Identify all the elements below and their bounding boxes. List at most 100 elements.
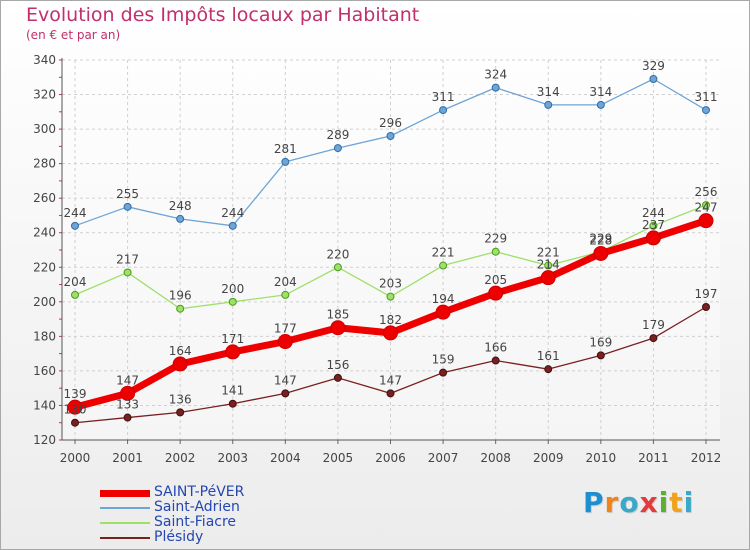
data-point xyxy=(593,245,609,261)
data-label: 289 xyxy=(326,128,349,142)
data-label: 196 xyxy=(169,289,192,303)
data-label: 214 xyxy=(537,258,560,272)
legend-swatch xyxy=(100,537,150,539)
x-tick-label: 2000 xyxy=(60,451,91,465)
data-label: 147 xyxy=(379,373,402,387)
data-label: 244 xyxy=(64,206,87,220)
y-tick-label: 280 xyxy=(33,157,56,171)
data-label: 204 xyxy=(64,275,87,289)
chart-subtitle: (en € et par an) xyxy=(26,28,121,42)
y-tick-label: 200 xyxy=(33,295,56,309)
data-point xyxy=(491,356,500,365)
x-tick-label: 2002 xyxy=(165,451,196,465)
legend-swatch xyxy=(100,507,150,509)
data-point xyxy=(596,100,605,109)
data-label: 311 xyxy=(695,90,718,104)
x-tick-label: 2008 xyxy=(480,451,511,465)
data-point xyxy=(277,334,293,350)
data-label: 141 xyxy=(221,384,244,398)
data-point xyxy=(702,201,710,210)
data-label: 182 xyxy=(379,313,402,327)
data-label: 130 xyxy=(64,403,87,417)
data-point xyxy=(540,270,556,286)
data-point xyxy=(123,202,132,211)
data-label: 147 xyxy=(274,373,297,387)
data-label: 281 xyxy=(274,142,297,156)
data-point xyxy=(544,261,553,270)
x-tick-label: 2012 xyxy=(691,451,722,465)
data-point xyxy=(386,292,395,301)
data-point xyxy=(281,290,290,299)
data-label: 329 xyxy=(642,59,665,73)
data-point xyxy=(439,261,448,270)
x-tick-label: 2011 xyxy=(638,451,669,465)
data-label: 221 xyxy=(537,246,560,260)
y-tick-label: 160 xyxy=(33,364,56,378)
data-label: 171 xyxy=(221,332,244,346)
data-label: 221 xyxy=(432,246,455,260)
data-point xyxy=(544,100,553,109)
data-label: 164 xyxy=(169,344,192,358)
logo-letter: x xyxy=(639,486,659,519)
data-label: 237 xyxy=(642,218,665,232)
data-label: 255 xyxy=(116,187,139,201)
data-point xyxy=(71,290,79,299)
data-point xyxy=(123,413,132,422)
data-label: 200 xyxy=(221,282,244,296)
legend-label: SAINT-PéVER xyxy=(154,484,245,500)
data-label: 229 xyxy=(484,232,507,246)
data-point xyxy=(544,365,553,374)
y-tick-label: 240 xyxy=(33,226,56,240)
data-label: 177 xyxy=(274,322,297,336)
data-label: 159 xyxy=(432,353,455,367)
data-point xyxy=(330,320,346,336)
data-label: 139 xyxy=(64,387,87,401)
data-point xyxy=(439,368,448,377)
x-tick-label: 2001 xyxy=(112,451,143,465)
legend-swatch xyxy=(100,522,150,524)
y-tick-label: 260 xyxy=(33,191,56,205)
data-label: 244 xyxy=(642,206,665,220)
data-point xyxy=(120,385,136,401)
data-point xyxy=(649,221,658,230)
y-tick-label: 320 xyxy=(33,88,56,102)
data-point xyxy=(649,334,658,343)
data-point xyxy=(333,263,342,272)
data-point xyxy=(228,297,237,306)
data-point xyxy=(333,373,342,382)
data-label: 324 xyxy=(484,68,507,82)
legend-label: Saint-Adrien xyxy=(154,499,240,515)
data-label: 203 xyxy=(379,277,402,291)
logo-letter: t xyxy=(669,486,684,519)
y-tick-label: 340 xyxy=(33,53,56,67)
data-label: 220 xyxy=(326,247,349,261)
data-point xyxy=(176,408,185,417)
data-point xyxy=(71,221,79,230)
data-point xyxy=(228,399,237,408)
x-tick-label: 2005 xyxy=(323,451,354,465)
data-point xyxy=(225,344,241,360)
series-layer xyxy=(67,75,714,427)
data-label: 147 xyxy=(116,373,139,387)
data-label: 197 xyxy=(695,287,718,301)
x-tick-label: 2003 xyxy=(217,451,248,465)
logo-letter: o xyxy=(619,486,640,519)
chart-title: Evolution des Impôts locaux par Habitant xyxy=(26,4,420,26)
y-tick-label: 140 xyxy=(33,398,56,412)
data-point xyxy=(596,351,605,360)
logo-letter: r xyxy=(604,486,620,519)
data-point xyxy=(67,399,83,415)
x-tick-label: 2007 xyxy=(428,451,459,465)
data-label: 161 xyxy=(537,349,560,363)
data-label: 314 xyxy=(537,85,560,99)
data-label: 179 xyxy=(642,318,665,332)
legend-label: Plésidy xyxy=(154,529,204,545)
data-label: 228 xyxy=(589,233,612,247)
data-label: 194 xyxy=(432,292,455,306)
data-label: 133 xyxy=(116,398,139,412)
legend-label: Saint-Fiacre xyxy=(154,514,237,530)
data-point xyxy=(228,221,237,230)
data-label: 217 xyxy=(116,252,139,266)
y-tick-label: 120 xyxy=(33,433,56,447)
